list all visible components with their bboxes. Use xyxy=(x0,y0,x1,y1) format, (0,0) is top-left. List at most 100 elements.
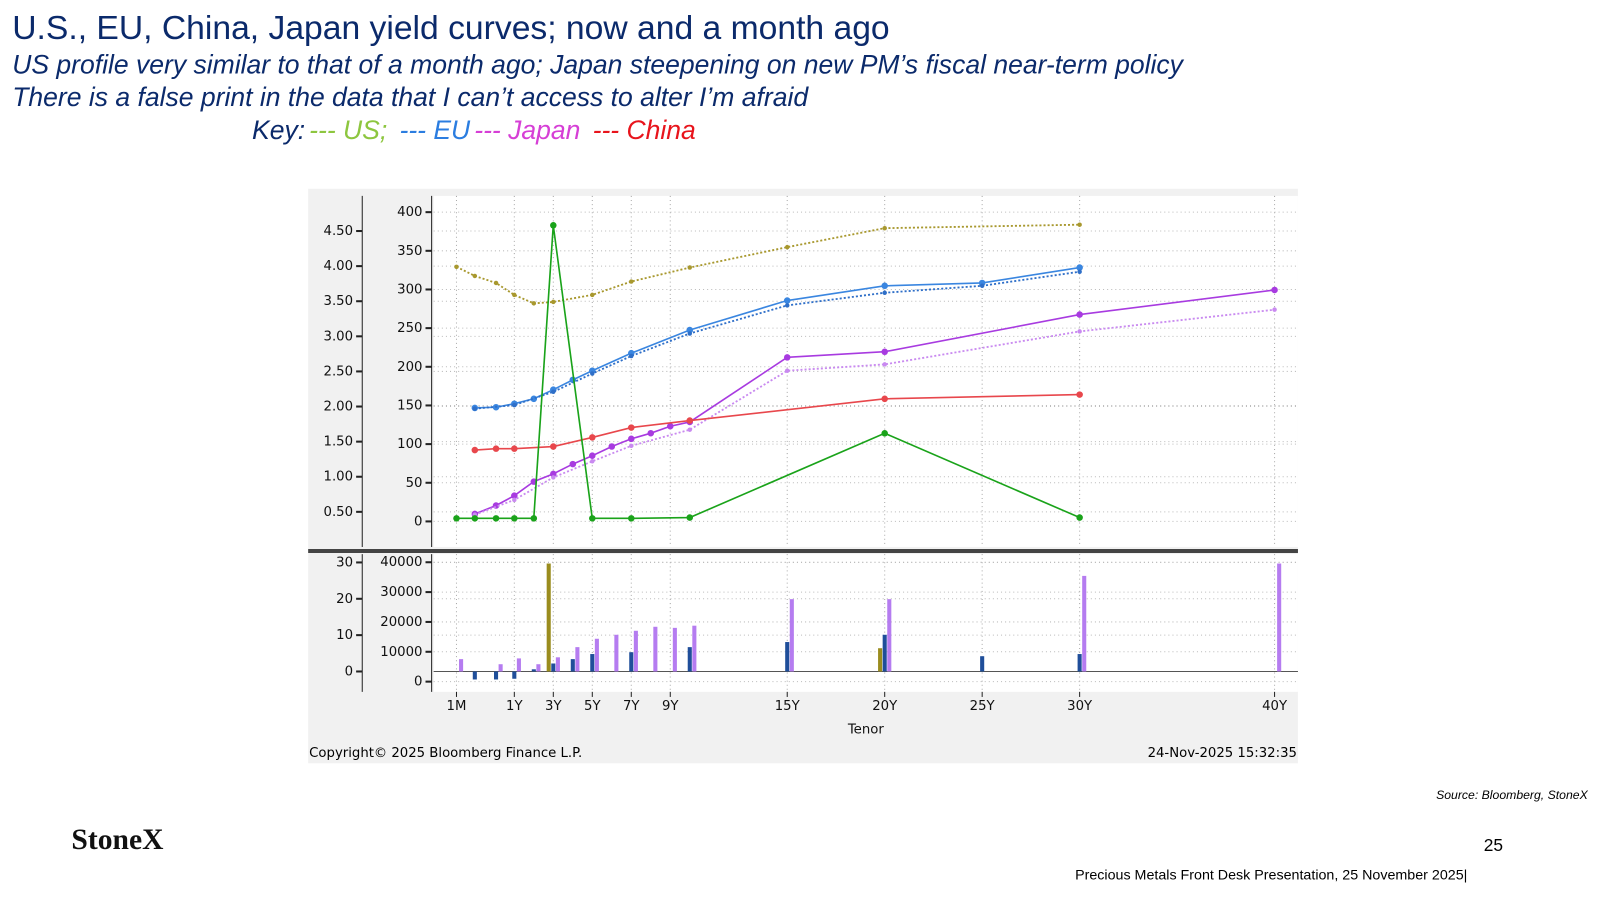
point xyxy=(628,424,635,431)
point xyxy=(589,452,596,459)
point xyxy=(667,422,674,430)
point xyxy=(1271,286,1278,294)
point xyxy=(512,292,517,298)
y-tick-label: 4.00 xyxy=(324,259,354,274)
point xyxy=(511,445,518,452)
y2-tick-label: 50 xyxy=(406,476,423,491)
point xyxy=(687,427,693,432)
source: Source: Bloomberg, StoneX xyxy=(1436,788,1588,802)
bar xyxy=(878,648,883,672)
point xyxy=(629,353,634,359)
x-tick-label: 3Y xyxy=(545,699,562,714)
y2-tick-label: 250 xyxy=(397,321,422,336)
copyright: Copyright© 2025 Bloomberg Finance L.P. xyxy=(309,746,582,761)
point xyxy=(589,434,596,441)
point xyxy=(550,222,557,229)
key-label: Key: xyxy=(252,115,305,145)
bar xyxy=(672,627,677,672)
curve xyxy=(474,289,1275,515)
y-tick-label: 2.00 xyxy=(324,400,354,415)
bar xyxy=(493,671,499,680)
point xyxy=(1076,514,1083,521)
point xyxy=(687,331,693,336)
point xyxy=(453,515,460,522)
point xyxy=(1076,391,1083,398)
y2-tick-label: 200 xyxy=(397,360,422,375)
bar xyxy=(692,625,697,672)
point xyxy=(686,514,694,521)
y-tick-label: 4.50 xyxy=(324,224,354,239)
point xyxy=(511,515,518,522)
y-tick-label: 30 xyxy=(336,555,353,570)
key-entry: --- US; xyxy=(309,115,387,145)
bar xyxy=(555,657,560,672)
point xyxy=(686,326,694,334)
point xyxy=(784,368,790,373)
presentation: Precious Metals Front Desk Presentation,… xyxy=(1075,868,1467,884)
point xyxy=(882,290,887,296)
point xyxy=(882,225,887,231)
key-entry: --- China xyxy=(593,115,696,145)
point xyxy=(590,371,595,376)
key-entry: --- EU xyxy=(399,115,471,145)
y2-tick-label: 400 xyxy=(397,205,422,220)
point xyxy=(1076,264,1083,271)
y2-tick-label: 150 xyxy=(397,398,422,413)
x-tick-label: 30Y xyxy=(1067,699,1093,714)
point xyxy=(512,402,517,408)
bar xyxy=(459,659,464,672)
bar xyxy=(980,656,985,672)
chart: 0.50 1.00 1.50 2.00 2.50 3.00 3.50 4.00 4.50 0 50 1… xyxy=(324,195,1298,738)
x-tick-label: 20Y xyxy=(872,699,898,714)
bar xyxy=(633,630,638,672)
key: Key: --- US; --- EU --- Japan --- China xyxy=(252,115,696,145)
bar xyxy=(536,664,541,672)
bar xyxy=(594,638,599,672)
point xyxy=(1077,329,1082,334)
point xyxy=(472,273,478,279)
y2-tick-label: 350 xyxy=(397,244,422,259)
point xyxy=(1076,311,1083,318)
bar xyxy=(570,659,575,672)
y2-tick-label: 20000 xyxy=(380,615,422,630)
point xyxy=(1077,269,1082,274)
point xyxy=(881,282,888,290)
y-tick-label: 3.00 xyxy=(324,329,354,344)
point xyxy=(590,459,595,464)
bar xyxy=(785,642,790,672)
bar xyxy=(575,647,580,672)
bar xyxy=(789,599,794,672)
y-tick-label: 0 xyxy=(345,664,353,679)
point xyxy=(531,301,537,306)
x-tick-label: 15Y xyxy=(775,699,801,714)
point xyxy=(629,279,634,284)
point xyxy=(784,303,790,308)
bar xyxy=(512,671,517,679)
page-number: 25 xyxy=(1484,835,1503,855)
y-tick-label: 20 xyxy=(336,592,353,607)
point xyxy=(551,475,556,480)
title: U.S., EU, China, Japan yield curves; now… xyxy=(12,10,889,47)
y2-tick-label: 40000 xyxy=(380,555,422,570)
curve xyxy=(474,270,1080,410)
bar xyxy=(546,563,551,672)
point xyxy=(783,354,791,361)
point xyxy=(647,429,655,437)
x-tick-label: 9Y xyxy=(662,699,679,714)
y-tick-label: 0.50 xyxy=(324,505,354,520)
bar xyxy=(472,671,477,680)
point xyxy=(551,299,556,305)
point xyxy=(590,292,595,298)
timestamp: 24-Nov-2025 15:32:35 xyxy=(1148,746,1297,761)
curve xyxy=(474,308,1275,516)
bar xyxy=(614,634,619,672)
bar xyxy=(1277,563,1282,672)
x-tick-label: 25Y xyxy=(970,699,996,714)
point xyxy=(454,264,459,270)
y-tick-label: 1.00 xyxy=(324,470,354,485)
point xyxy=(783,297,791,304)
point xyxy=(550,443,557,450)
point xyxy=(471,446,479,454)
